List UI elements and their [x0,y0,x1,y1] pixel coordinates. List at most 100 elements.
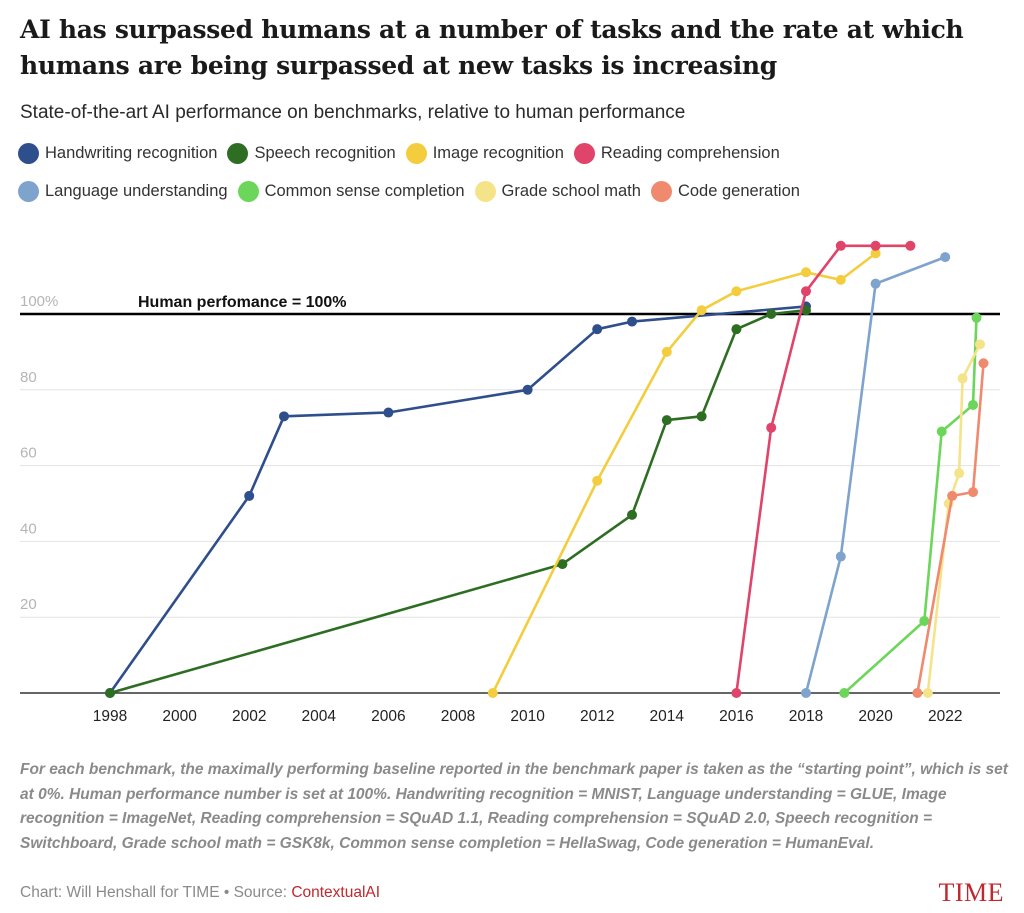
data-point [968,487,979,498]
legend-label: Handwriting recognition [45,144,218,162]
data-point [627,509,637,520]
x-tick-label: 2020 [858,708,893,725]
legend-item-code[interactable]: Code generation [650,181,800,202]
legend-item-speech[interactable]: Speech recognition [227,143,396,164]
y-tick-label: 20 [20,596,37,613]
data-point [870,278,881,289]
data-point [971,312,982,323]
x-tick-label: 2008 [441,708,475,725]
data-point [968,399,979,410]
legend-label: Grade school math [501,182,641,200]
data-point [954,468,965,479]
x-tick-label: 2018 [789,708,823,725]
series-language-understanding [801,252,951,698]
data-point [912,688,923,698]
grid-lines [20,389,1000,618]
series-line [804,255,946,694]
data-point [940,252,951,263]
data-point [947,490,958,501]
legend-swatch-icon [237,181,259,202]
x-tick-label: 2000 [162,708,197,725]
data-point [244,490,255,501]
legend-label: Language understanding [45,182,228,200]
data-point [835,240,846,251]
legend-swatch-icon [405,143,427,164]
series-line [916,363,985,694]
legend-label: Image recognition [432,144,564,162]
series-grade-school-math [922,339,985,698]
legend-label: Speech recognition [254,144,396,162]
data-point [801,286,811,297]
legend-item-handwriting[interactable]: Handwriting recognition [18,143,217,164]
legend-label: Reading comprehension [600,144,780,162]
series-reading-comprehension [731,240,916,698]
series-image-recognition [487,248,881,698]
data-point [835,551,846,562]
series-speech-recognition [105,305,811,698]
x-tick-label: 2022 [928,708,962,725]
x-axis-ticks: 1998 2000 2002 2004 2006 2008 2010 2012 2014 2016… [93,708,963,725]
data-point [919,615,930,626]
x-tick-label: 2012 [580,708,614,725]
chart-title: AI has surpassed humans at a number of t… [20,15,964,80]
y-tick-label: 80 [20,369,37,386]
legend-item-common-sense[interactable]: Common sense completion [237,181,465,202]
time-logo: TIME [938,878,1004,907]
data-point [592,324,603,335]
y-tick-label: 60 [20,445,37,462]
legend-item-language[interactable]: Language understanding [18,181,228,202]
data-point [766,422,777,433]
series-code-generation [912,358,989,698]
data-point [870,248,881,259]
data-point [522,384,533,395]
legend-swatch-icon [573,143,595,164]
x-tick-label: 2016 [719,708,753,725]
legend-swatch-icon [227,143,249,164]
legend-row-2: Language understanding Common sense comp… [18,181,1018,202]
data-point [922,688,933,698]
legend-row-1: Handwriting recognition Speech recogniti… [18,143,1018,164]
line-chart: 20 40 60 80 100% 1998 2000 2002 2004 2006 2008 201… [20,240,1000,725]
x-tick-label: 2010 [510,708,545,725]
data-point [592,475,603,486]
data-point [835,274,846,285]
legend-item-math[interactable]: Grade school math [474,181,641,202]
data-point [661,415,672,426]
series-line [735,244,911,694]
series-line [491,252,877,694]
data-point [696,411,707,422]
series-line [109,308,807,695]
legend-item-image[interactable]: Image recognition [405,143,564,164]
legend-swatch-icon [18,143,39,164]
data-point [801,688,811,698]
series-line [108,305,807,694]
data-point [905,240,916,251]
legend-swatch-icon [650,181,672,202]
legend-label: Common sense completion [264,182,465,200]
y-axis-ticks: 20 40 60 80 100% [20,293,58,613]
data-point [766,309,777,319]
data-point [661,346,672,357]
legend-swatch-icon [18,181,39,202]
methodology-note: For each benchmark, the maximally perfor… [20,761,1008,852]
data-point [696,305,707,316]
series-group [105,240,989,698]
data-point [731,286,742,297]
data-point [839,688,850,698]
data-point [279,411,289,422]
data-point [975,339,985,350]
data-point [801,267,811,278]
legend-item-reading[interactable]: Reading comprehension [573,143,780,164]
human-performance-label: Human perfomance = 100% [138,294,347,311]
data-point [731,688,742,698]
data-point [627,316,637,327]
source-link[interactable]: ContextualAI [291,884,381,901]
data-point [957,373,968,384]
x-tick-label: 2002 [232,708,266,725]
y-tick-label: 100% [20,293,58,310]
legend-label: Code generation [677,182,800,200]
chart-credit: Chart: Will Henshall for TIME • Source: … [20,884,380,902]
series-handwriting-recognition [105,301,811,698]
y-tick-label: 40 [20,520,37,537]
data-point [487,688,498,698]
